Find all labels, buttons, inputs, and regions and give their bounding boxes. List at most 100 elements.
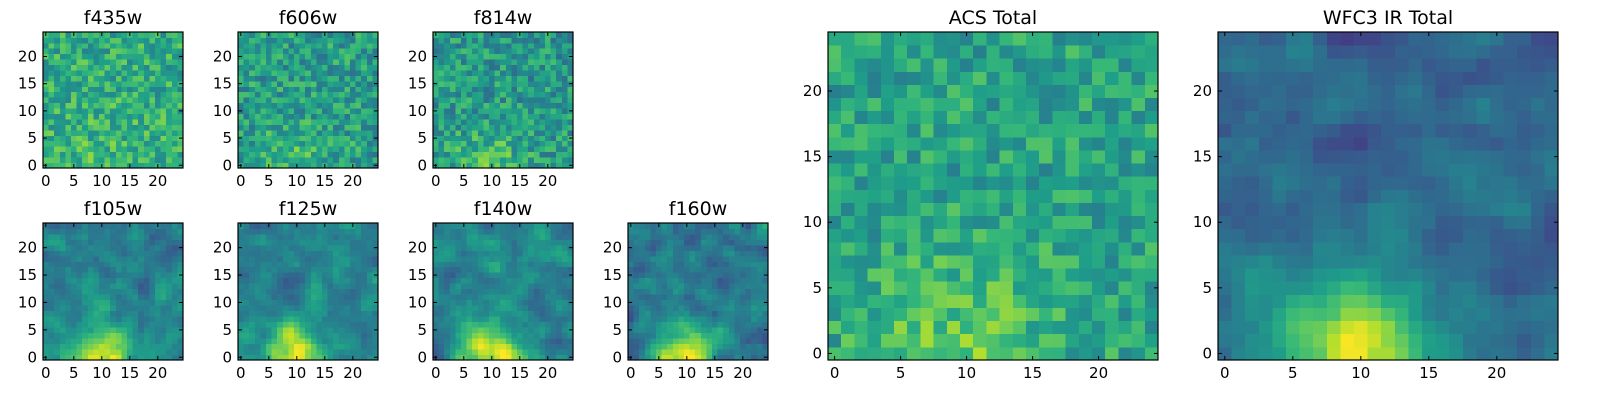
heatmap-cell [115,135,122,142]
heatmap-cell [177,250,184,257]
heatmap-cell [344,135,351,142]
heatmap-cell [305,113,312,120]
heatmap-cell [288,70,295,76]
heatmap-cell [282,75,289,82]
heatmap-cell [517,135,523,142]
heatmap-cell [650,233,657,240]
heatmap-cell [249,32,256,38]
heatmap-cell [333,223,340,229]
heatmap-cell [667,272,674,279]
heatmap-cell [433,37,439,44]
heatmap-cell [271,332,278,339]
x-tick-label: 0 [236,172,246,190]
heatmap-cell [110,75,117,82]
heatmap-cell [282,162,289,169]
heatmap-cell [556,349,563,355]
heatmap-cell [322,255,328,262]
heatmap-cell [656,250,662,257]
heatmap-cell [561,48,568,55]
heatmap-cell [294,91,300,98]
heatmap-cell [489,70,495,76]
heatmap-cell [684,316,690,323]
heatmap-cell [177,288,184,295]
heatmap-cell [333,91,340,98]
heatmap-cell [444,294,451,301]
heatmap-cell [483,37,490,44]
heatmap-cell [132,349,139,355]
heatmap-cell [155,146,161,153]
heatmap-cell [361,310,368,317]
heatmap-cell [127,129,133,136]
heatmap-cell [494,338,501,344]
heatmap-cell [99,59,105,66]
heatmap-cell [327,157,334,163]
heatmap-cell [104,338,111,344]
heatmap-cell [539,261,546,268]
heatmap-cell [160,48,167,55]
heatmap-cell [249,228,256,235]
heatmap-cell [132,48,139,55]
heatmap-cell [706,244,713,251]
heatmap-cell [700,354,707,361]
heatmap-cell [500,48,507,55]
heatmap-cell [282,119,289,125]
heatmap-cell [299,261,306,268]
heatmap-cell [556,233,563,240]
heatmap-cell [327,42,334,49]
heatmap-cell [706,277,713,284]
heatmap-cell [249,140,256,147]
heatmap-cell [449,91,456,98]
heatmap-cell [455,135,462,142]
heatmap-cell [282,332,289,339]
heatmap-cell [528,146,535,153]
heatmap-cell [355,310,362,317]
heatmap-cell [489,272,495,279]
heatmap-cell [472,255,479,262]
heatmap-cell [483,75,490,82]
heatmap-cell [59,151,66,158]
heatmap-cell [672,316,679,323]
heatmap-cell [712,321,718,328]
heatmap-cell [310,162,317,169]
heatmap-cell [249,354,256,361]
heatmap-cell [472,140,479,147]
heatmap-cell [567,233,574,240]
heatmap-cell [461,64,467,71]
heatmap-cell [54,129,61,136]
heatmap-cell [143,146,150,153]
heatmap-cell [338,343,345,350]
heatmap-cell [667,261,674,268]
heatmap-cell [672,321,679,328]
heatmap-cell [350,261,356,268]
heatmap-cell [266,349,272,355]
heatmap-cell [127,338,133,344]
heatmap-cell [155,239,161,246]
heatmap-cell [299,37,306,44]
heatmap-cell [528,261,535,268]
heatmap-cell [350,91,356,98]
heatmap-cell [110,146,117,153]
heatmap-cell [71,37,77,44]
heatmap-cell [1144,215,1159,230]
heatmap-cell [260,140,267,147]
heatmap-cell [650,228,657,235]
heatmap-cell [461,239,467,246]
heatmap-cell [1131,281,1146,295]
heatmap-cell [522,299,529,306]
heatmap-cell [1039,202,1053,217]
heatmap-cell [539,42,546,49]
x-tick-label: 15 [315,172,334,190]
heatmap-cell [316,151,323,158]
heatmap-cell [556,261,563,268]
heatmap-cell [1144,307,1159,322]
heatmap-cell [93,266,100,273]
heatmap-cell [149,277,156,284]
heatmap-cell [466,53,473,60]
heatmap-cell [505,228,512,235]
heatmap-cell [712,272,718,279]
heatmap-cell [155,266,161,273]
heatmap-cell [461,244,467,251]
heatmap-cell [545,140,551,147]
heatmap-cell [310,244,317,251]
heatmap-cell [76,124,83,131]
